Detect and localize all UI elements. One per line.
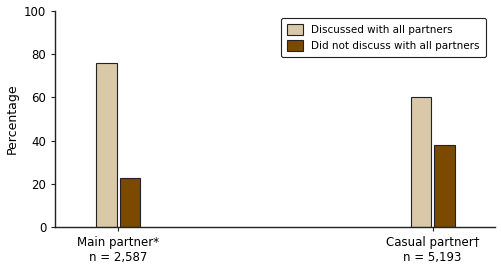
Bar xyxy=(96,63,117,227)
Bar xyxy=(411,97,431,227)
Y-axis label: Percentage: Percentage xyxy=(6,84,19,154)
Bar xyxy=(120,178,140,227)
Legend: Discussed with all partners, Did not discuss with all partners: Discussed with all partners, Did not dis… xyxy=(281,18,486,57)
Bar xyxy=(434,145,454,227)
